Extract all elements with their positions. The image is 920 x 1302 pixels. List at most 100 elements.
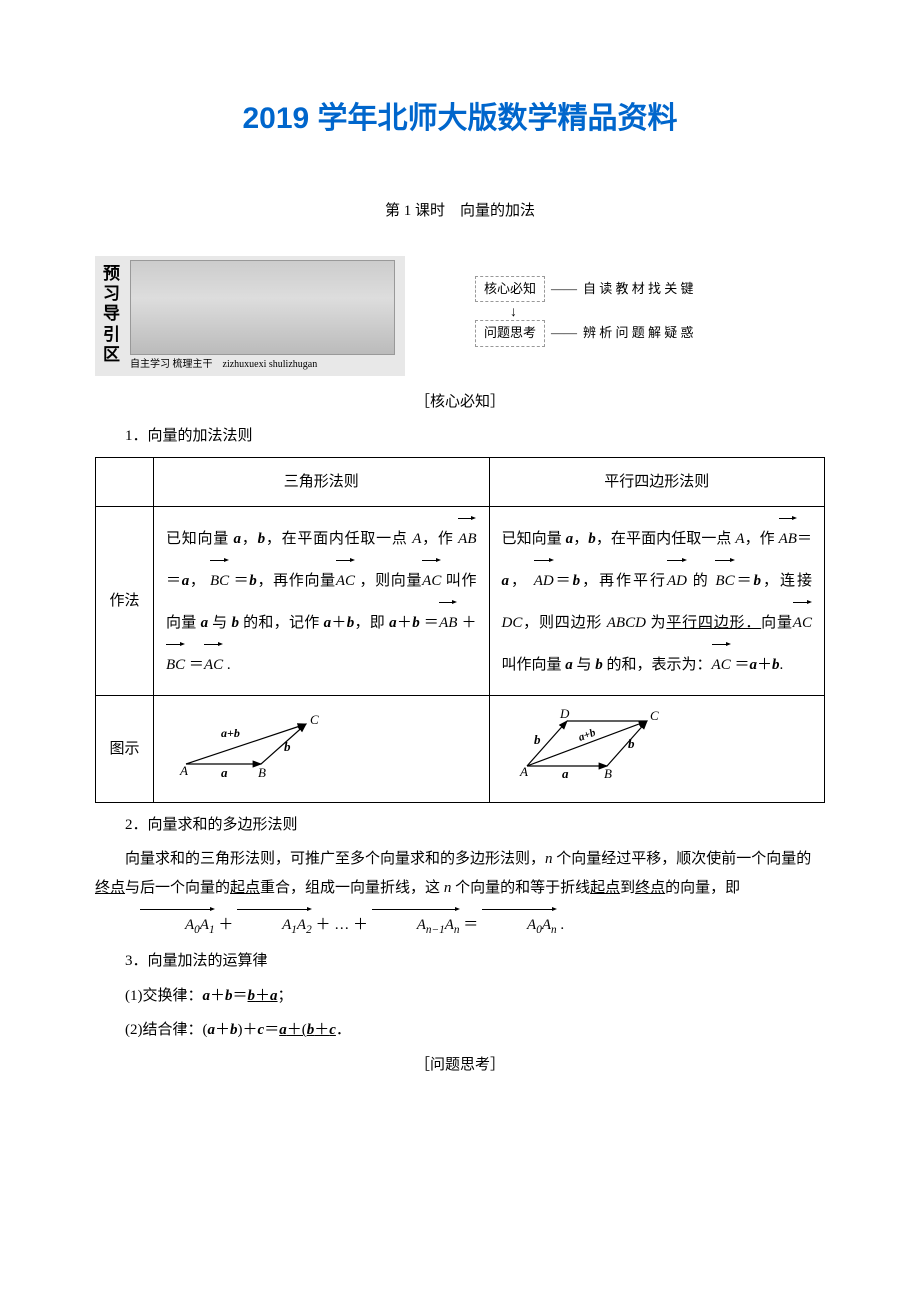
ul-text: 终点 (95, 880, 125, 896)
txt: 的 (687, 573, 710, 589)
ul-text: 起点 (230, 880, 260, 896)
triangle-diagram: A B C a b a+b (166, 709, 336, 779)
parallelogram-diagram: A B C D a b b a+b (502, 706, 692, 781)
txt: ＋ (215, 1022, 230, 1038)
txt: (2)结合律：( (125, 1022, 208, 1038)
vec-b: b (412, 615, 420, 631)
table-row-diagram: 图示 A B C a b a+b A (96, 696, 825, 803)
pt-A: A (412, 531, 421, 547)
txt: (1)交换律： (125, 988, 203, 1004)
vec-AC: AC (204, 643, 223, 685)
vec-b: b (258, 531, 266, 547)
txt: ＝ (554, 573, 573, 589)
svg-text:B: B (604, 766, 612, 781)
txt: 与 (208, 615, 231, 631)
vec-a: a (749, 657, 757, 673)
svg-text:B: B (258, 765, 266, 779)
txt: ，再作平行 (580, 573, 667, 589)
vec-a: a (208, 1022, 216, 1038)
dash-icon: —— (551, 323, 577, 344)
ul-text: 平行四边形． (666, 615, 761, 631)
vec-b: b (232, 615, 240, 631)
vec-A1A2: A1A2 (237, 908, 312, 941)
arrow-down-icon: ↓ (510, 306, 825, 320)
txt: ，在平面内任取一点 (596, 531, 736, 547)
poly-paragraph: 向量求和的三角形法则，可推广至多个向量求和的多边形法则，n 个向量经过平移，顺次… (95, 845, 825, 902)
banner-vertical-label: 预习导引区 (103, 264, 123, 366)
banner-left-block: 预习导引区 自主学习 梳理主干 zizhuxuexi shulizhugan (95, 256, 405, 376)
txt: ＋( (287, 1022, 307, 1038)
txt: 重合，组成一向量折线，这 (260, 880, 444, 896)
vec-BC: BC (715, 559, 734, 601)
table-corner (96, 457, 154, 507)
txt: ＋ (757, 657, 772, 673)
vec-AB: AB (779, 517, 797, 559)
var-n: n (545, 851, 553, 867)
txt: ＝ (735, 573, 754, 589)
banner-kv-2: 问题思考 —— 辨 析 问 题 解 疑 惑 (475, 320, 825, 347)
txt: 为 (646, 615, 666, 631)
txt: ， (241, 531, 258, 547)
vec-a: a (324, 615, 332, 631)
txt: ，作 (421, 531, 453, 547)
txt: ， (573, 531, 588, 547)
txt: ＋ (461, 615, 476, 631)
vec-An-1An: An−1An (372, 908, 460, 941)
svg-text:a: a (221, 765, 228, 779)
kv1-label: 核心必知 (475, 276, 545, 303)
banner-right-block: 核心必知 —— 自 读 教 材 找 关 键 ↓ 问题思考 —— 辨 析 问 题 … (475, 276, 825, 352)
vec-A0A1: A0A1 (140, 908, 215, 941)
txt: ＋ (397, 615, 413, 631)
vec-b: b (249, 573, 257, 589)
txt: ，即 (354, 615, 389, 631)
txt: 向量求和的三角形法则，可推广至多个向量求和的多边形法则， (125, 851, 545, 867)
vec-a: a (234, 531, 242, 547)
rules-table: 三角形法则 平行四边形法则 作法 已知向量 a，b，在平面内任取一点 A，作 A… (95, 457, 825, 803)
vec-b: b (595, 657, 603, 673)
kv2-label: 问题思考 (475, 320, 545, 347)
vec-a: a (502, 573, 510, 589)
section-think-heading: ［问题思考］ (95, 1051, 825, 1080)
vec-b: b (772, 657, 780, 673)
vec-AC: AC (793, 601, 812, 643)
heading-1: 1．向量的加法法则 (95, 422, 825, 451)
txt: ，则四边形 (522, 615, 606, 631)
vec-a: a (270, 988, 278, 1004)
law-1: (1)交换律：a＋b＝b＋a； (95, 982, 825, 1011)
poly-formula: A0A1 ＋ A1A2 ＋ … ＋ An−1An ＝ A0An . (95, 908, 825, 941)
heading-3: 3．向量加法的运算律 (95, 947, 825, 976)
banner-caption: 自主学习 梳理主干 zizhuxuexi shulizhugan (130, 355, 317, 374)
svg-text:a: a (562, 766, 569, 781)
txt: 个向量经过平移，顺次使前一个向量的 (553, 851, 812, 867)
vec-a: a (389, 615, 397, 631)
vec-AB: AB (439, 601, 457, 643)
txt: . (227, 657, 231, 673)
lesson-subtitle: 第 1 课时 向量的加法 (95, 197, 825, 226)
svg-text:A: A (519, 764, 528, 779)
txt: ＝ (797, 531, 812, 547)
txt: ＝ (166, 573, 182, 589)
preview-banner: 预习导引区 自主学习 梳理主干 zizhuxuexi shulizhugan 核… (95, 256, 825, 376)
txt: ，再作向量 (257, 573, 336, 589)
vec-AC: AC (422, 559, 441, 601)
document-title: 2019 学年北师大版数学精品资料 (95, 90, 825, 147)
txt: ，则向量 (355, 573, 422, 589)
vec-a: a (566, 531, 574, 547)
vec-AC: AC (712, 643, 731, 685)
txt: 的和，记作 (239, 615, 324, 631)
pt-A: A (735, 531, 744, 547)
table-head-row: 三角形法则 平行四边形法则 (96, 457, 825, 507)
vec-a: a (565, 657, 573, 673)
svg-text:a+b: a+b (221, 726, 240, 740)
triangle-diagram-cell: A B C a b a+b (154, 696, 490, 803)
txt: 到 (620, 880, 635, 896)
parallelogram-diagram-cell: A B C D a b b a+b (489, 696, 825, 803)
vec-AD: AD (667, 559, 687, 601)
quad-ABCD: ABCD (607, 615, 646, 631)
banner-photo-placeholder (130, 260, 395, 355)
txt: 向量 (761, 615, 793, 631)
banner-kv-1: 核心必知 —— 自 读 教 材 找 关 键 (475, 276, 825, 303)
vec-a: a (279, 1022, 287, 1038)
txt: 已知向量 (166, 531, 234, 547)
vec-b: b (754, 573, 762, 589)
